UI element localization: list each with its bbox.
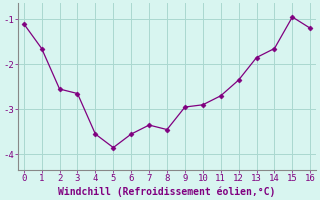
X-axis label: Windchill (Refroidissement éolien,°C): Windchill (Refroidissement éolien,°C) — [58, 186, 276, 197]
